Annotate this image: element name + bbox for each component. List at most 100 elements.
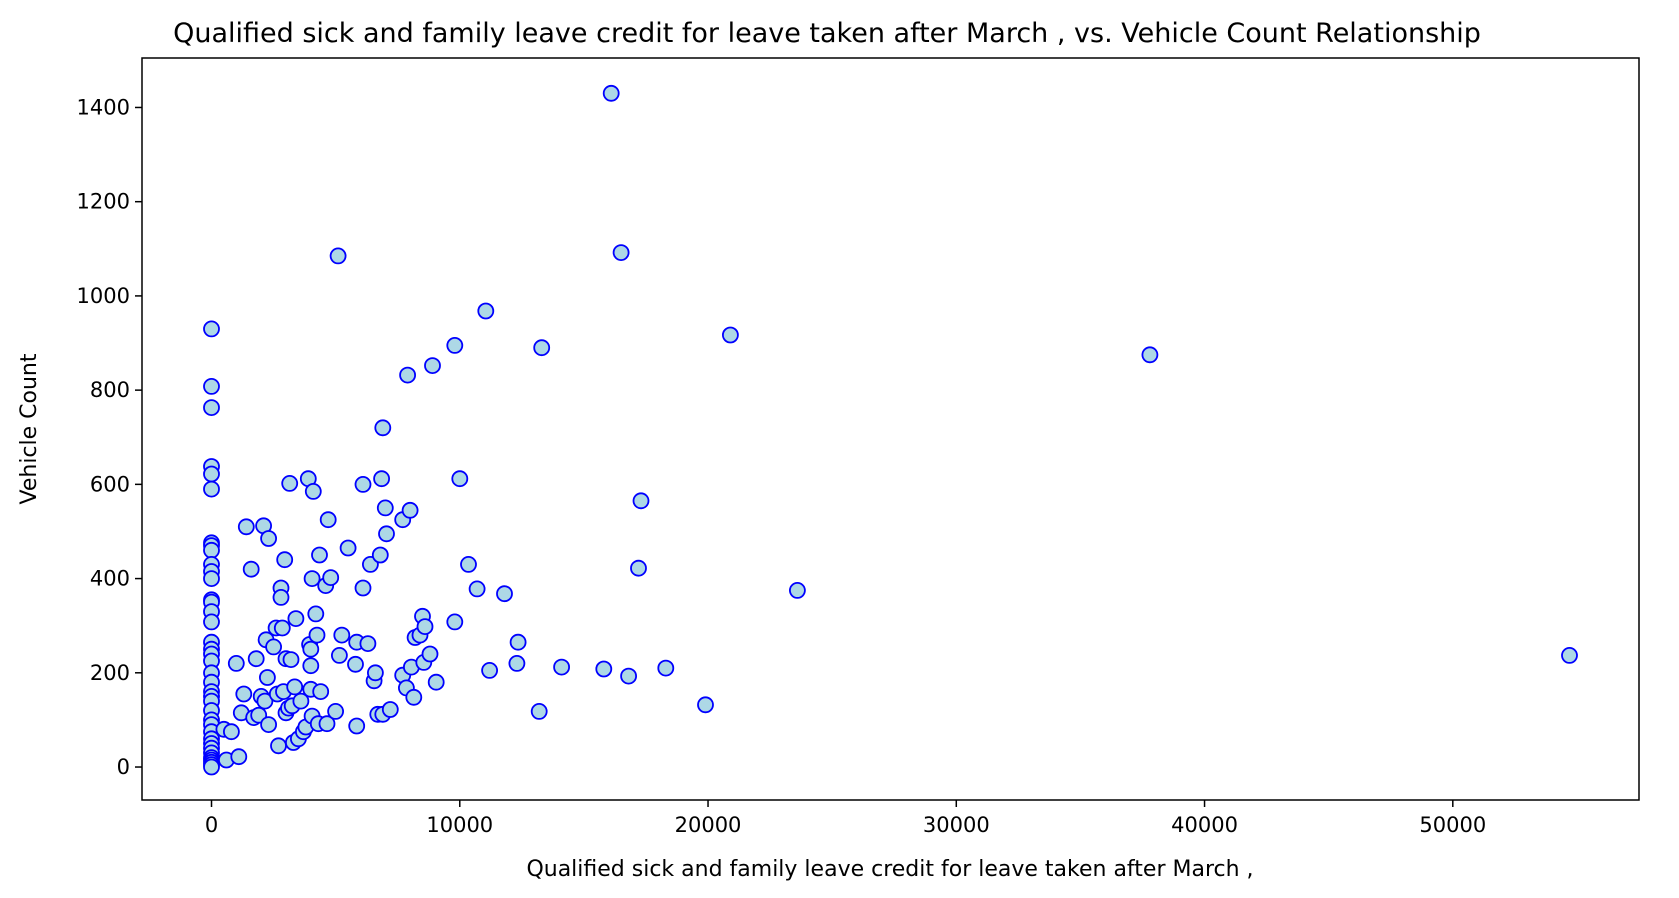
data-point — [359, 635, 377, 652]
data-point — [237, 518, 255, 536]
data-point — [446, 613, 464, 631]
data-point — [374, 419, 392, 437]
data-point — [203, 320, 220, 338]
data-point — [508, 655, 526, 672]
chart-title: Qualified sick and family leave credit f… — [173, 18, 1481, 49]
data-point — [303, 570, 321, 587]
data-point — [203, 399, 220, 417]
data-point — [427, 673, 445, 691]
plot-frame — [141, 57, 1640, 801]
data-point — [281, 474, 299, 492]
data-point — [304, 482, 322, 500]
data-point — [242, 560, 260, 578]
y-tick-label: 0 — [117, 755, 130, 779]
data-point — [203, 541, 220, 559]
data-point — [227, 655, 245, 672]
data-point — [329, 247, 347, 265]
points-layer — [203, 84, 1578, 776]
y-axis-label: Vehicle Count — [17, 353, 42, 504]
data-point — [376, 499, 394, 517]
y-tick-label: 1400 — [77, 95, 130, 119]
data-point — [620, 667, 637, 685]
x-tick-label: 0 — [205, 813, 218, 837]
y-tick-label: 400 — [90, 567, 130, 591]
y-tick-label: 1200 — [77, 190, 130, 214]
data-point — [230, 748, 248, 766]
data-point — [203, 758, 220, 776]
x-axis-label: Qualified sick and family leave credit f… — [526, 857, 1253, 882]
data-point — [496, 585, 513, 603]
data-point — [533, 339, 551, 357]
data-point — [373, 470, 391, 488]
data-point — [258, 669, 276, 686]
data-point — [378, 525, 395, 543]
y-tick-label: 1000 — [77, 284, 130, 308]
y-axis-ticks: 0 200 400 600 800 1000 1200 1400 — [77, 95, 142, 779]
data-point — [405, 688, 423, 706]
data-point — [347, 655, 364, 673]
x-tick-label: 40000 — [1171, 813, 1238, 837]
data-point — [307, 605, 325, 623]
data-point — [273, 619, 291, 637]
data-point — [421, 645, 439, 663]
data-point — [657, 659, 675, 677]
y-tick-label: 200 — [90, 661, 130, 685]
data-point — [270, 737, 287, 755]
data-point — [509, 633, 527, 651]
data-point — [348, 717, 366, 735]
data-point — [530, 703, 548, 720]
y-tick-label: 600 — [90, 472, 130, 496]
data-point — [602, 84, 620, 102]
data-point — [247, 650, 265, 668]
data-point — [366, 664, 384, 682]
data-point — [477, 302, 495, 320]
data-point — [203, 465, 220, 483]
data-point — [203, 480, 220, 498]
data-point — [302, 657, 320, 675]
data-point — [354, 475, 372, 493]
data-point — [292, 692, 310, 710]
data-point — [272, 589, 290, 606]
data-point — [319, 511, 337, 529]
data-point — [308, 626, 326, 644]
data-point — [322, 569, 340, 586]
data-point — [339, 539, 357, 557]
data-point — [354, 579, 372, 597]
data-point — [222, 723, 240, 741]
data-point — [381, 701, 399, 718]
data-point — [260, 716, 278, 733]
data-point — [203, 570, 220, 587]
data-point — [446, 336, 464, 354]
data-point — [553, 658, 570, 676]
data-point — [276, 551, 294, 569]
data-point — [265, 638, 283, 656]
data-point — [1561, 647, 1578, 664]
x-tick-label: 20000 — [675, 813, 742, 837]
data-point — [789, 582, 806, 599]
x-tick-label: 50000 — [1419, 813, 1486, 837]
data-point — [632, 492, 650, 510]
data-point — [722, 326, 739, 344]
data-point — [327, 703, 345, 720]
data-point — [312, 683, 330, 700]
data-point — [260, 530, 278, 547]
data-point — [235, 685, 253, 703]
data-point — [287, 610, 305, 627]
data-point — [451, 470, 469, 488]
data-point — [416, 618, 434, 635]
data-point — [630, 559, 647, 577]
data-point — [595, 660, 613, 678]
data-point — [330, 647, 348, 664]
data-point — [371, 546, 389, 564]
data-point — [311, 546, 328, 564]
data-point — [1141, 346, 1159, 364]
data-point — [401, 501, 419, 519]
x-axis-ticks: 0 10000 20000 30000 40000 50000 — [205, 800, 1486, 837]
data-point — [282, 651, 300, 668]
data-point — [468, 580, 486, 598]
data-point — [697, 696, 714, 714]
data-point — [424, 357, 441, 375]
data-point — [481, 662, 499, 679]
data-point — [612, 244, 630, 262]
